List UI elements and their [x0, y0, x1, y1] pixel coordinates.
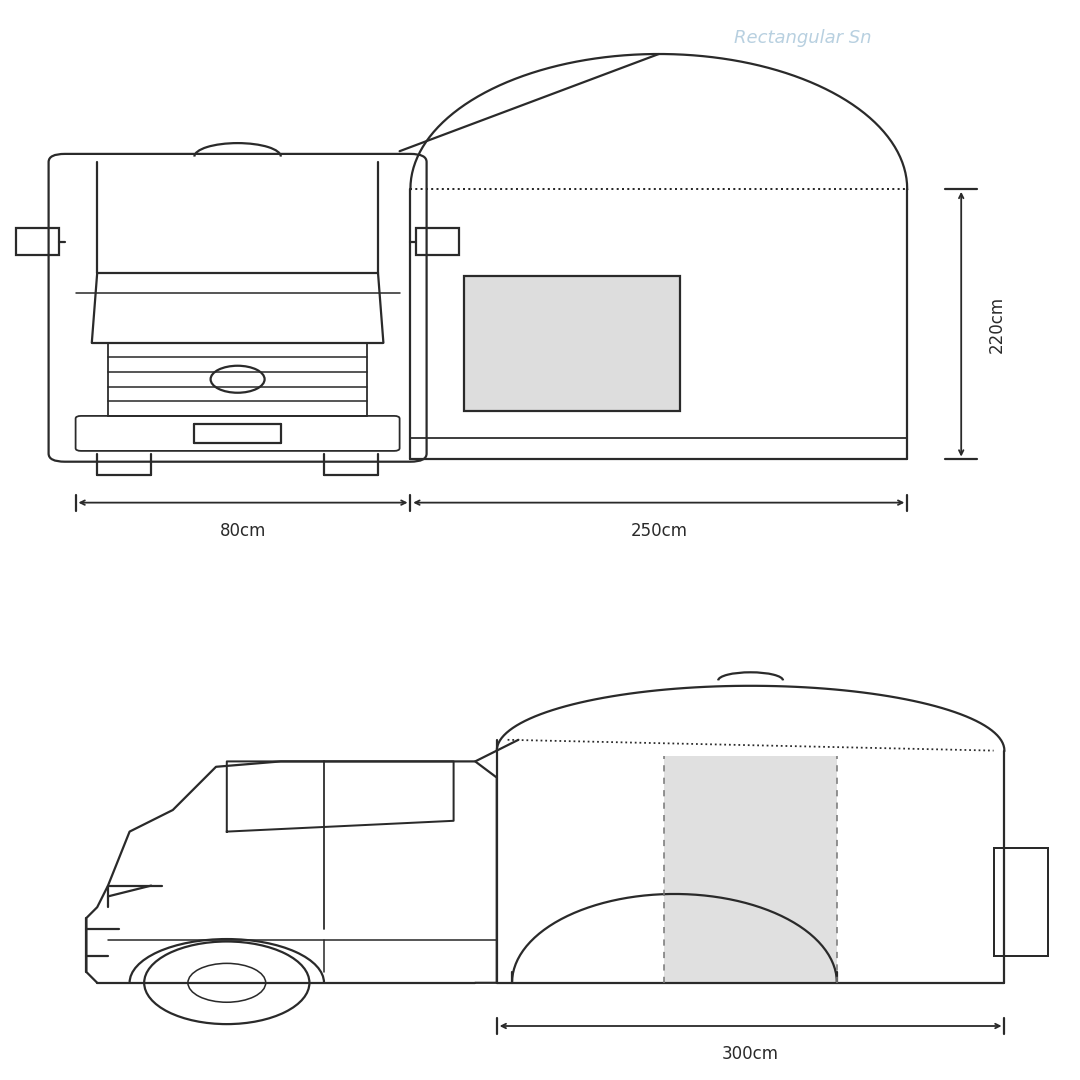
Text: 80cm: 80cm	[220, 522, 266, 540]
Text: 220cm: 220cm	[988, 296, 1007, 353]
Bar	[108, 342, 367, 416]
Bar	[416, 228, 459, 255]
Bar	[16, 228, 59, 255]
Bar	[464, 275, 680, 410]
Bar	[664, 756, 837, 983]
Text: 250cm: 250cm	[631, 522, 687, 540]
Text: Rectangular Sn: Rectangular Sn	[734, 29, 872, 46]
Bar	[994, 848, 1048, 956]
Text: 300cm: 300cm	[723, 1045, 779, 1063]
